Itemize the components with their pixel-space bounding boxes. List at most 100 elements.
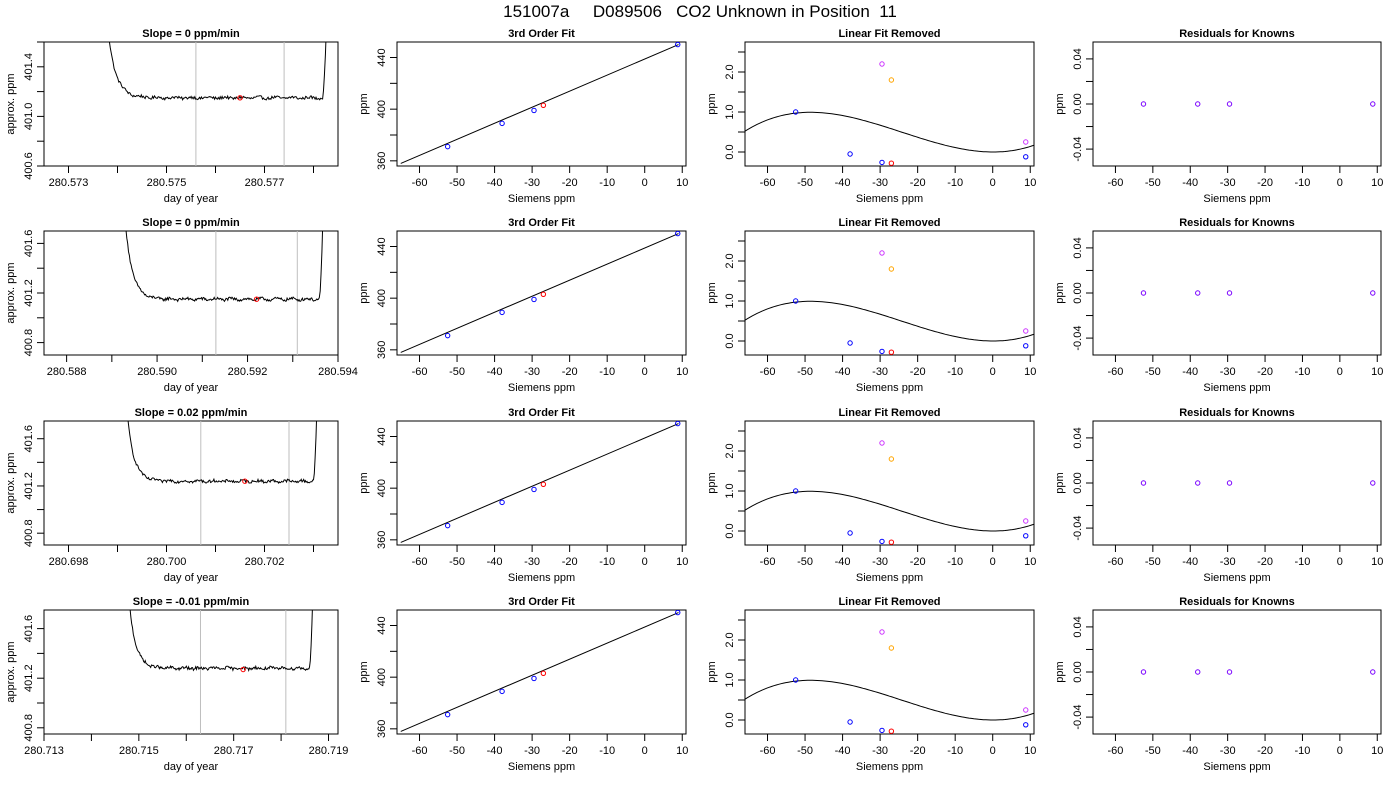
residual-point	[1195, 290, 1201, 296]
known-standard-point	[675, 610, 681, 616]
linear-fit-removed-panel: Linear Fit Removed Siemens ppm ppm -60 -50 -4…	[706, 407, 1036, 584]
plot-area	[127, 421, 317, 545]
known-standard-point	[847, 719, 853, 725]
unknown-mean-point	[242, 478, 248, 484]
residuals-panel: Residuals for Knowns Siemens ppm ppm -60 -50…	[1054, 407, 1383, 584]
x-tick-label: 0	[990, 745, 996, 757]
plot-frame	[396, 609, 687, 735]
x-tick-label: -40	[1182, 745, 1198, 757]
y-tick-label: 0.0	[724, 712, 736, 727]
x-tick-label: -30	[872, 177, 888, 189]
y-tick-label: 360	[376, 152, 388, 170]
y-axis-label: approx. ppm	[5, 641, 17, 702]
x-tick-label: 10	[676, 745, 688, 757]
x-tick-label: -10	[599, 366, 615, 378]
panel-title: Residuals for Knowns	[1179, 596, 1295, 608]
x-tick-label: 280.713	[24, 745, 64, 757]
page-title: 151007a D089506 CO2 Unknown in Position …	[503, 2, 897, 21]
y-tick-label: 400.8	[23, 714, 35, 742]
x-tick-label: 280.575	[147, 177, 187, 189]
x-tick-label: 10	[676, 177, 688, 189]
x-tick-label: -50	[449, 366, 465, 378]
x-tick-label: 280.590	[137, 366, 177, 378]
y-tick-label: 0.04	[1072, 237, 1084, 258]
y-tick-label: 360	[376, 341, 388, 359]
x-tick-label: -30	[872, 556, 888, 568]
time-series-panel: Slope = -0.01 ppm/min day of year approx. …	[5, 596, 348, 773]
x-axis-label: day of year	[164, 572, 219, 584]
plot-frame	[744, 41, 1035, 167]
y-tick-label: 401.0	[23, 103, 35, 131]
x-tick-label: -60	[760, 556, 776, 568]
x-tick-label: -50	[797, 366, 813, 378]
y-tick-label: 400.6	[23, 152, 35, 180]
unknown-mean-point	[237, 95, 243, 101]
y-tick-label: -0.04	[1072, 705, 1084, 730]
x-tick-label: -40	[1182, 366, 1198, 378]
y-tick-label: -0.04	[1072, 137, 1084, 162]
x-tick-label: -40	[1182, 177, 1198, 189]
panel-title: Slope = 0.02 ppm/min	[135, 407, 248, 419]
x-tick-label: -20	[1257, 556, 1273, 568]
plot-frame	[43, 420, 339, 546]
x-tick-label: -50	[1145, 745, 1161, 757]
unknown-sample-point	[888, 349, 895, 355]
x-tick-label: 280.700	[147, 556, 187, 568]
plot-frame	[1092, 230, 1382, 356]
y-tick-label: 440	[376, 616, 388, 634]
y-tick-label: -0.04	[1072, 516, 1084, 541]
unknown-mean-point	[253, 296, 260, 302]
known-standard-point	[499, 309, 505, 316]
x-tick-label: 280.715	[119, 745, 159, 757]
known-standard-point	[675, 42, 681, 48]
x-tick-label: -10	[1295, 556, 1311, 568]
x-tick-label: 10	[1371, 177, 1383, 189]
y-axis-label: ppm	[358, 93, 370, 114]
plot-area	[129, 610, 313, 734]
x-axis-label: Siemens ppm	[1203, 193, 1270, 205]
unknown-sample-point	[540, 291, 547, 297]
x-tick-label: -40	[1182, 556, 1198, 568]
known-standard-point	[879, 538, 885, 545]
plot-area	[400, 231, 681, 353]
y-tick-label: 401.6	[23, 615, 35, 643]
plot-area	[745, 61, 1034, 166]
panel-title: 3rd Order Fit	[508, 217, 575, 229]
x-tick-label: -20	[910, 556, 926, 568]
x-axis-label: Siemens ppm	[856, 572, 923, 584]
y-tick-label: 0.00	[1072, 472, 1084, 493]
residual-point	[1140, 290, 1147, 296]
x-tick-label: -40	[487, 177, 503, 189]
known-standard-point	[792, 488, 799, 494]
panel-title: 3rd Order Fit	[508, 407, 575, 419]
x-axis-label: Siemens ppm	[508, 382, 575, 394]
x-tick-label: -30	[524, 556, 540, 568]
residual-point	[1370, 480, 1376, 486]
concentration-trace	[125, 231, 324, 303]
y-tick-label: 401.2	[23, 664, 35, 692]
known-standard-point	[879, 727, 885, 734]
plot-frame	[396, 41, 687, 167]
residual-point	[1195, 669, 1201, 675]
y-axis-label: ppm	[358, 661, 370, 682]
y-tick-label: -0.04	[1072, 326, 1084, 351]
y-tick-label: 0.04	[1072, 48, 1084, 69]
y-tick-label: 0.0	[724, 144, 736, 159]
x-tick-label: 0	[1337, 366, 1343, 378]
x-tick-label: 0	[990, 366, 996, 378]
reference-point-orange	[888, 266, 895, 272]
y-axis-label: ppm	[706, 93, 718, 114]
x-tick-label: -20	[910, 366, 926, 378]
known-standard-point	[499, 120, 505, 127]
plot-area	[1140, 669, 1376, 675]
x-tick-label: -50	[797, 745, 813, 757]
y-tick-label: 1.0	[724, 293, 736, 308]
y-tick-label: 0.00	[1072, 93, 1084, 114]
x-tick-label: 0	[642, 177, 648, 189]
x-tick-label: -30	[524, 366, 540, 378]
reference-point-magenta	[1023, 707, 1029, 713]
y-tick-label: 2.0	[724, 443, 736, 458]
x-tick-label: -10	[599, 556, 615, 568]
y-tick-label: 1.0	[724, 672, 736, 687]
